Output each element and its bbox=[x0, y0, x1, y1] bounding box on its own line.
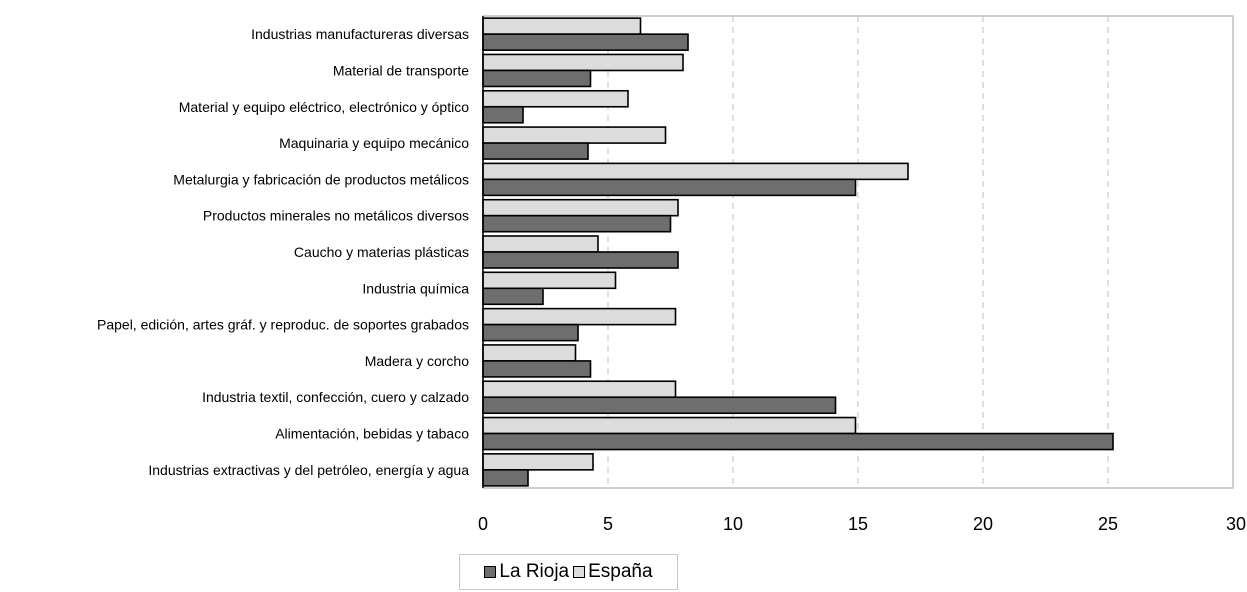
legend-label: España bbox=[588, 561, 653, 582]
bar-espana bbox=[482, 235, 599, 253]
bar-espana bbox=[482, 271, 617, 290]
x-tick-label: 15 bbox=[848, 514, 868, 534]
bar-la-rioja bbox=[482, 214, 672, 233]
category-label: Alimentación, bebidas y tabaco bbox=[275, 426, 469, 442]
category-label: Productos minerales no metálicos diverso… bbox=[203, 208, 469, 224]
bar-espana bbox=[482, 416, 857, 435]
bar-la-rioja bbox=[482, 396, 837, 415]
bar-la-rioja bbox=[482, 323, 579, 342]
category-label: Caucho y materias plásticas bbox=[294, 244, 469, 260]
bar-la-rioja bbox=[482, 251, 679, 269]
category-label: Metalurgia y fabricación de productos me… bbox=[173, 171, 469, 187]
x-tick-label: 25 bbox=[1098, 514, 1118, 534]
legend: La Rioja España bbox=[459, 554, 678, 590]
category-label: Industria química bbox=[362, 280, 469, 296]
category-labels: Industrias manufactureras diversas Materi… bbox=[97, 26, 469, 478]
bar-espana bbox=[482, 162, 909, 181]
bar-espana bbox=[482, 380, 677, 399]
bar-espana bbox=[482, 53, 684, 72]
bar-la-rioja bbox=[482, 432, 1114, 451]
bar-espana bbox=[482, 307, 677, 326]
bar-la-rioja bbox=[482, 287, 544, 306]
bar-la-rioja bbox=[482, 360, 592, 378]
x-tick-label: 0 bbox=[478, 514, 488, 534]
category-label: Industrias manufactureras diversas bbox=[251, 26, 469, 42]
legend-label: La Rioja bbox=[499, 561, 570, 582]
bars bbox=[482, 17, 1114, 487]
bar-espana bbox=[482, 89, 629, 108]
category-label: Maquinaria y equipo mecánico bbox=[279, 135, 469, 151]
legend-item-espana: España bbox=[573, 561, 653, 583]
category-label: Madera y corcho bbox=[365, 353, 469, 369]
category-label: Industria textil, confección, cuero y ca… bbox=[202, 389, 469, 405]
x-tick-label: 10 bbox=[723, 514, 743, 534]
bar-espana bbox=[482, 344, 577, 362]
bar-espana bbox=[482, 453, 594, 471]
category-label: Industrias extractivas y del petróleo, e… bbox=[148, 462, 469, 478]
x-tick-label: 30 bbox=[1226, 514, 1246, 534]
bar-la-rioja bbox=[482, 178, 857, 197]
category-label: Material y equipo eléctrico, electrónico… bbox=[179, 99, 469, 115]
bar-espana bbox=[482, 198, 679, 217]
bar-la-rioja bbox=[482, 469, 529, 487]
bar-la-rioja bbox=[482, 105, 524, 124]
bar-la-rioja bbox=[482, 142, 589, 160]
legend-swatch-icon bbox=[484, 566, 497, 578]
bar-espana bbox=[482, 17, 642, 35]
bar-la-rioja bbox=[482, 69, 592, 88]
bar-la-rioja bbox=[482, 33, 689, 51]
category-label: Papel, edición, artes gráf. y reproduc. … bbox=[97, 317, 469, 333]
category-label: Material de transporte bbox=[333, 62, 469, 78]
legend-swatch-icon bbox=[573, 566, 586, 578]
x-tick-label: 20 bbox=[973, 514, 993, 534]
bar-espana bbox=[482, 126, 667, 144]
x-tick-label: 5 bbox=[603, 514, 613, 534]
legend-item-la-rioja: La Rioja bbox=[484, 561, 569, 583]
x-tick-labels: 0 5 10 15 20 25 30 bbox=[478, 514, 1246, 534]
